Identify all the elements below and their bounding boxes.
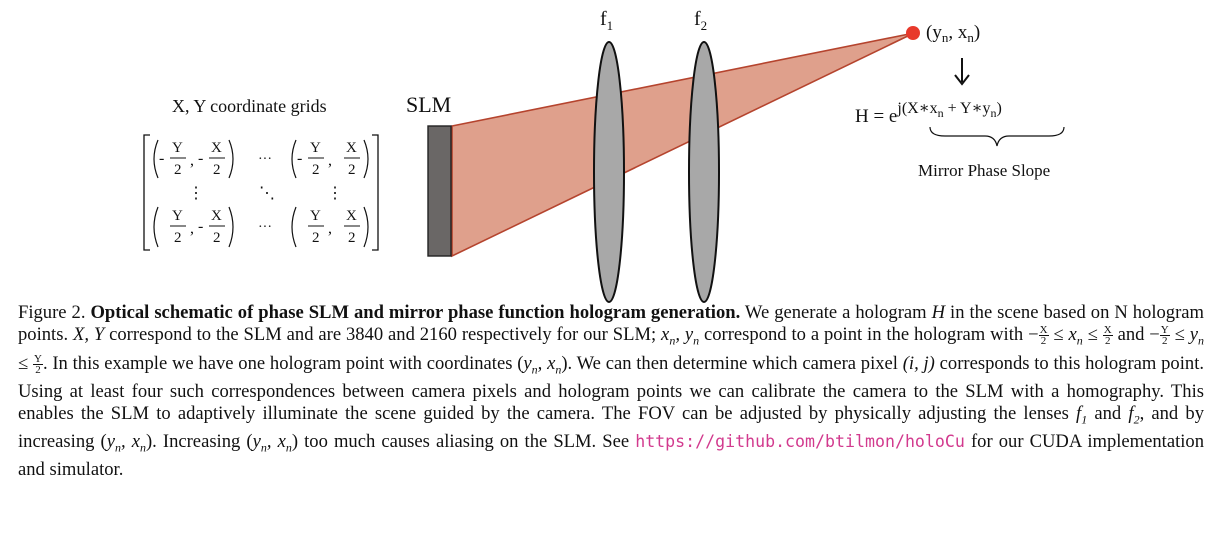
caption-label: Figure 2. bbox=[18, 302, 86, 323]
svg-text:-: - bbox=[159, 150, 164, 167]
svg-text:2: 2 bbox=[213, 162, 221, 178]
slm-panel bbox=[427, 125, 452, 257]
grid-entry-top-left: - Y 2 , - X 2 bbox=[153, 139, 234, 179]
svg-text:Y: Y bbox=[310, 208, 321, 224]
grid-title: X, Y coordinate grids bbox=[172, 96, 327, 116]
slm-label: SLM bbox=[406, 92, 451, 117]
svg-text:X: X bbox=[211, 140, 222, 156]
lens-f2 bbox=[688, 41, 720, 303]
svg-text:,: , bbox=[190, 152, 194, 169]
vdots-right: ⋮ bbox=[327, 185, 343, 202]
svg-text:2: 2 bbox=[174, 230, 182, 246]
svg-text:X: X bbox=[211, 208, 222, 224]
matrix-left-bracket bbox=[143, 134, 150, 251]
optical-schematic: f1 f2 (yn, xn) H = ej(X∗xn + Y∗yn) Mirro… bbox=[143, 8, 1065, 303]
svg-text:2: 2 bbox=[174, 162, 182, 178]
svg-text:,: , bbox=[328, 220, 332, 237]
svg-text:2: 2 bbox=[312, 162, 320, 178]
light-beam bbox=[451, 32, 915, 258]
svg-text:2: 2 bbox=[213, 230, 221, 246]
svg-text:X: X bbox=[346, 140, 357, 156]
svg-text:Y: Y bbox=[310, 140, 321, 156]
lens-f1 bbox=[593, 41, 625, 303]
svg-text:,: , bbox=[328, 152, 332, 169]
grid-entry-bottom-left: Y 2 , - X 2 bbox=[153, 206, 234, 248]
grid-entry-top-right: - Y 2 , X 2 bbox=[291, 139, 369, 179]
caption-title: Optical schematic of phase SLM and mirro… bbox=[90, 302, 741, 323]
point-label: (yn, xn) bbox=[926, 22, 980, 45]
grid-entry-bottom-right: Y 2 , X 2 bbox=[291, 206, 369, 248]
hdots-bottom: ··· bbox=[258, 220, 272, 235]
matrix-right-bracket bbox=[372, 134, 379, 251]
figure-caption: Figure 2. Optical schematic of phase SLM… bbox=[18, 302, 1205, 481]
svg-text:2: 2 bbox=[312, 230, 320, 246]
lens2-label: f2 bbox=[694, 8, 707, 33]
lens1-label: f1 bbox=[600, 8, 613, 33]
svg-text:2: 2 bbox=[348, 230, 356, 246]
svg-text:Y: Y bbox=[172, 208, 183, 224]
underbrace bbox=[929, 126, 1065, 147]
svg-text:2: 2 bbox=[348, 162, 356, 178]
vdots-left: ⋮ bbox=[188, 185, 204, 202]
svg-text:X: X bbox=[346, 208, 357, 224]
svg-text:-: - bbox=[198, 150, 203, 167]
svg-text:-: - bbox=[297, 150, 302, 167]
figure-diagram: f1 f2 (yn, xn) H = ej(X∗xn + Y∗yn) Mirro… bbox=[143, 8, 1065, 303]
svg-text:Y: Y bbox=[172, 140, 183, 156]
svg-text:-: - bbox=[198, 218, 203, 235]
github-link[interactable]: https://github.com/btilmon/holoCu bbox=[635, 432, 965, 452]
brace-label: Mirror Phase Slope bbox=[918, 161, 1050, 180]
equation: H = ej(X∗xn + Y∗yn) bbox=[855, 100, 1002, 127]
svg-text:,: , bbox=[190, 220, 194, 237]
hdots-top: ··· bbox=[258, 152, 272, 167]
hologram-point bbox=[906, 26, 920, 40]
ddots: ⋱ bbox=[259, 185, 275, 202]
